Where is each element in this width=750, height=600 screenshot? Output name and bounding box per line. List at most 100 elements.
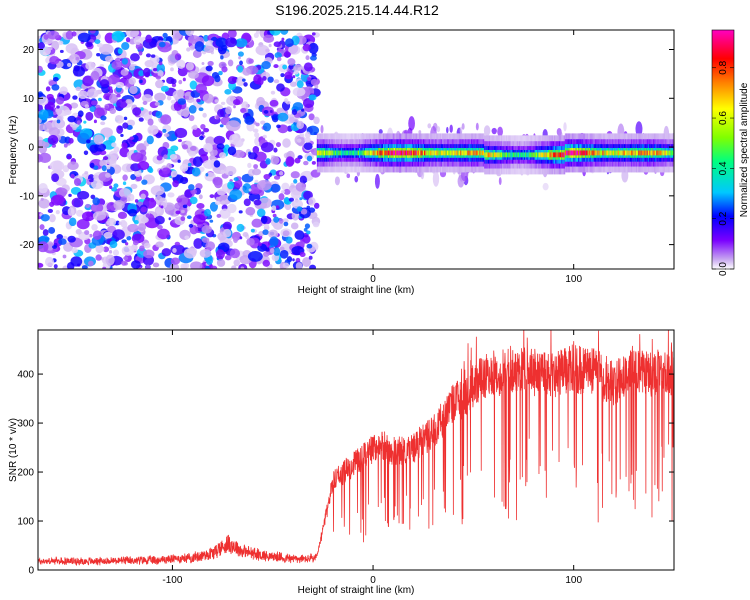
- noise-blob: [148, 167, 154, 174]
- signal-cell: [439, 150, 442, 156]
- noise-blob: [282, 262, 290, 269]
- noise-blob: [40, 214, 50, 222]
- signal-cell: [339, 150, 342, 156]
- y-tick-label: -20: [20, 240, 35, 251]
- signal-cell: [590, 150, 592, 156]
- noise-blob: [125, 37, 131, 43]
- signal-cell: [346, 150, 349, 156]
- noise-blob: [251, 168, 262, 176]
- noise-blob: [122, 174, 128, 181]
- noise-blob: [262, 229, 269, 236]
- noise-blob: [210, 265, 218, 269]
- noise-blob: [246, 237, 255, 246]
- noise-blob: [292, 87, 306, 97]
- noise-blob: [44, 101, 56, 111]
- noise-blob: [309, 55, 317, 61]
- signal-cell: [514, 152, 516, 158]
- noise-blob: [285, 156, 295, 167]
- noise-blob: [139, 79, 143, 84]
- sidelobe-blob: [459, 126, 463, 135]
- noise-blob: [282, 218, 289, 224]
- signal-cell: [657, 150, 660, 156]
- noise-blob: [282, 138, 291, 148]
- noise-blob: [260, 120, 266, 125]
- noise-blob: [68, 193, 72, 198]
- sidelobe-blob: [475, 122, 479, 131]
- noise-blob: [295, 262, 303, 269]
- signal-cell: [576, 150, 579, 156]
- noise-blob: [262, 134, 267, 139]
- sidelobe-blob: [320, 125, 324, 134]
- noise-blob: [76, 209, 84, 217]
- noise-blob: [122, 122, 129, 129]
- noise-blob: [182, 204, 188, 209]
- signal-cell: [397, 150, 400, 156]
- sidelobe-blob: [408, 116, 415, 131]
- signal-cell: [481, 150, 484, 156]
- signal-cell: [519, 152, 521, 158]
- noise-blob: [256, 179, 272, 191]
- noise-blob: [67, 115, 77, 123]
- noise-blob: [188, 115, 195, 122]
- noise-blob: [38, 109, 49, 121]
- signal-cell: [634, 150, 637, 156]
- noise-blob: [108, 250, 113, 254]
- noise-blob: [273, 41, 281, 48]
- noise-blob: [257, 77, 264, 86]
- noise-blob: [308, 42, 319, 54]
- noise-blob: [130, 174, 137, 181]
- noise-blob: [142, 100, 148, 105]
- noise-blob: [283, 221, 289, 227]
- noise-blob: [72, 126, 77, 131]
- noise-blob: [182, 77, 186, 82]
- noise-blob: [125, 98, 133, 105]
- noise-blob: [234, 38, 248, 48]
- signal-cell: [380, 150, 383, 156]
- signal-cell: [534, 152, 537, 158]
- noise-blob: [138, 50, 143, 56]
- signal-cell: [489, 152, 491, 158]
- noise-blob: [248, 58, 254, 64]
- signal-cell: [362, 150, 365, 156]
- signal-cell: [417, 150, 420, 156]
- noise-blob: [121, 245, 135, 256]
- noise-blob: [306, 155, 313, 162]
- noise-blob: [152, 262, 160, 268]
- noise-blob: [178, 79, 183, 85]
- noise-blob: [201, 237, 210, 243]
- sidelobe-blob: [418, 130, 422, 134]
- signal-cell: [511, 152, 514, 158]
- noise-blob: [145, 213, 151, 218]
- noise-blob: [105, 172, 111, 178]
- noise-blob: [83, 150, 89, 156]
- noise-blob: [192, 124, 198, 130]
- noise-blob: [177, 89, 185, 98]
- noise-blob: [106, 165, 111, 170]
- noise-blob: [65, 43, 78, 54]
- noise-blob: [38, 65, 43, 73]
- snr-panel: -100 0 100 0 100 200 300 400 Height of straigh…: [8, 329, 675, 596]
- noise-blob: [81, 211, 95, 222]
- noise-blob: [154, 92, 166, 102]
- noise-blob: [162, 32, 168, 38]
- noise-blob: [94, 143, 107, 152]
- noise-blob: [51, 173, 60, 183]
- signal-cell: [444, 150, 447, 156]
- noise-blob: [56, 187, 68, 196]
- noise-blob: [174, 127, 188, 139]
- noise-blob: [51, 84, 60, 91]
- noise-blob: [220, 200, 226, 206]
- sidelobe-blob: [374, 173, 380, 189]
- noise-blob: [127, 208, 138, 217]
- noise-blob: [213, 177, 223, 189]
- signal-cell: [369, 150, 372, 156]
- noise-blob: [39, 224, 45, 230]
- signal-cell: [398, 150, 401, 156]
- noise-blob: [156, 155, 163, 161]
- noise-blob: [188, 184, 195, 191]
- noise-blob: [157, 224, 163, 230]
- signal-cell: [454, 150, 456, 156]
- y-tick-label: -10: [20, 191, 35, 202]
- noise-blob: [239, 236, 243, 240]
- noise-blob: [137, 223, 147, 231]
